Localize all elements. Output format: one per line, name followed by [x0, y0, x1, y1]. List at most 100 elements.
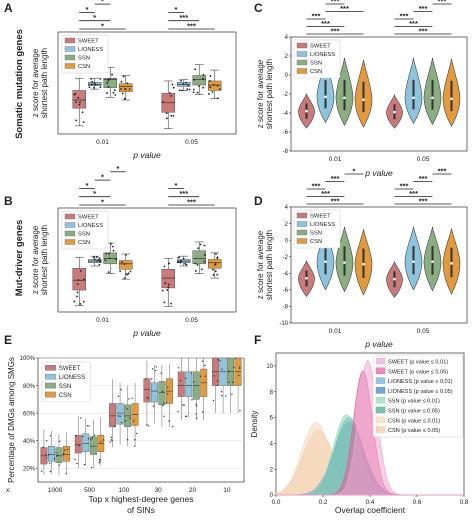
data-point [114, 93, 117, 96]
data-point [77, 96, 80, 99]
significance-label: * [353, 166, 356, 175]
box-sweet [143, 378, 151, 403]
data-point [93, 258, 96, 261]
data-point [225, 395, 227, 397]
data-point [45, 453, 47, 456]
legend-label-sweet: SWEET [78, 39, 99, 45]
data-point [126, 82, 129, 85]
data-point [78, 444, 81, 447]
data-point [166, 117, 168, 120]
data-point [82, 121, 85, 124]
data-point [129, 270, 132, 273]
data-point [40, 470, 43, 472]
data-point [195, 405, 198, 407]
data-point [93, 434, 96, 437]
data-point [91, 80, 94, 83]
data-point [119, 270, 122, 273]
data-point [75, 119, 78, 122]
data-point [183, 404, 185, 406]
data-point [168, 262, 170, 265]
data-point [79, 417, 82, 419]
data-point [166, 289, 169, 291]
data-point [81, 111, 84, 114]
data-point [179, 380, 182, 382]
data-point [124, 88, 126, 90]
significance-label: *** [331, 26, 340, 35]
x-tick-label: 0.05 [417, 156, 430, 163]
significance-label: *** [409, 19, 418, 28]
data-point [107, 85, 110, 88]
y-tick-label: 0 [270, 493, 274, 499]
box-ssn [192, 75, 206, 86]
legend-label-ssn: SSN [78, 232, 90, 238]
legend-label-ssn: SSN [310, 61, 322, 67]
box-ssn [55, 447, 63, 463]
box-sweet [109, 403, 117, 428]
y-axis-label: shortest path length [40, 225, 49, 295]
legend-swatch [375, 426, 386, 433]
significance-label: *** [419, 26, 428, 35]
data-point [196, 264, 199, 266]
data-point [109, 441, 111, 443]
data-point [63, 452, 65, 455]
data-point [53, 458, 56, 460]
significance-label: * [93, 189, 96, 198]
data-point [126, 438, 129, 441]
box-sweet [74, 434, 82, 454]
box-sweet [177, 371, 185, 397]
legend-swatch-csn [64, 63, 76, 69]
data-point [131, 397, 133, 399]
panel-letter-b: B [4, 194, 13, 208]
panel-letter-c: C [254, 1, 263, 15]
data-point [163, 301, 166, 304]
legend-label-csn: CSN [310, 69, 322, 75]
data-point [146, 424, 148, 426]
y-tick-label: 2 [285, 222, 289, 228]
data-point [128, 398, 130, 400]
violin-median-dot [431, 96, 434, 100]
data-point [99, 460, 101, 462]
data-point [105, 252, 108, 255]
data-point [202, 77, 205, 80]
data-point [161, 289, 164, 292]
data-point [219, 360, 221, 362]
data-point [79, 101, 81, 104]
x-tick-label: 0.01 [329, 328, 342, 335]
data-point [177, 261, 180, 264]
data-point [177, 411, 179, 413]
panel-c-legend: SWEET LIONESS SSN CSN [293, 39, 341, 79]
data-point [145, 378, 147, 380]
data-point [58, 464, 60, 466]
data-point [217, 359, 219, 361]
violin-median-dot [393, 110, 396, 114]
data-point [180, 259, 183, 262]
data-point [62, 454, 64, 456]
data-point [99, 86, 102, 89]
data-point [172, 114, 175, 117]
x-tick-label: 1000 [48, 487, 63, 494]
data-point [185, 263, 188, 266]
data-point [188, 88, 191, 91]
significance-label: * [86, 181, 89, 190]
legend-label-sweet: SWEET [310, 44, 331, 50]
violin-median-dot [305, 276, 308, 280]
data-point [129, 417, 131, 419]
data-point [208, 93, 210, 95]
data-point [146, 396, 148, 399]
data-point [192, 91, 195, 94]
significance-label: *** [179, 13, 188, 22]
data-point [132, 420, 135, 422]
box-sweet [72, 267, 86, 291]
data-point [195, 417, 198, 419]
data-point [167, 386, 169, 389]
y-tick-label: 60% [23, 411, 36, 417]
data-point [204, 375, 206, 377]
data-point [182, 83, 185, 85]
data-point [92, 256, 95, 259]
legend-swatch [375, 387, 386, 394]
y-tick-label: 2 [285, 54, 289, 60]
panel-b-legend: SWEET LIONESS SSN CSN [61, 210, 109, 250]
data-point [228, 381, 230, 383]
legend-label-lioness: LIONESS [310, 52, 335, 58]
data-point [201, 411, 204, 413]
